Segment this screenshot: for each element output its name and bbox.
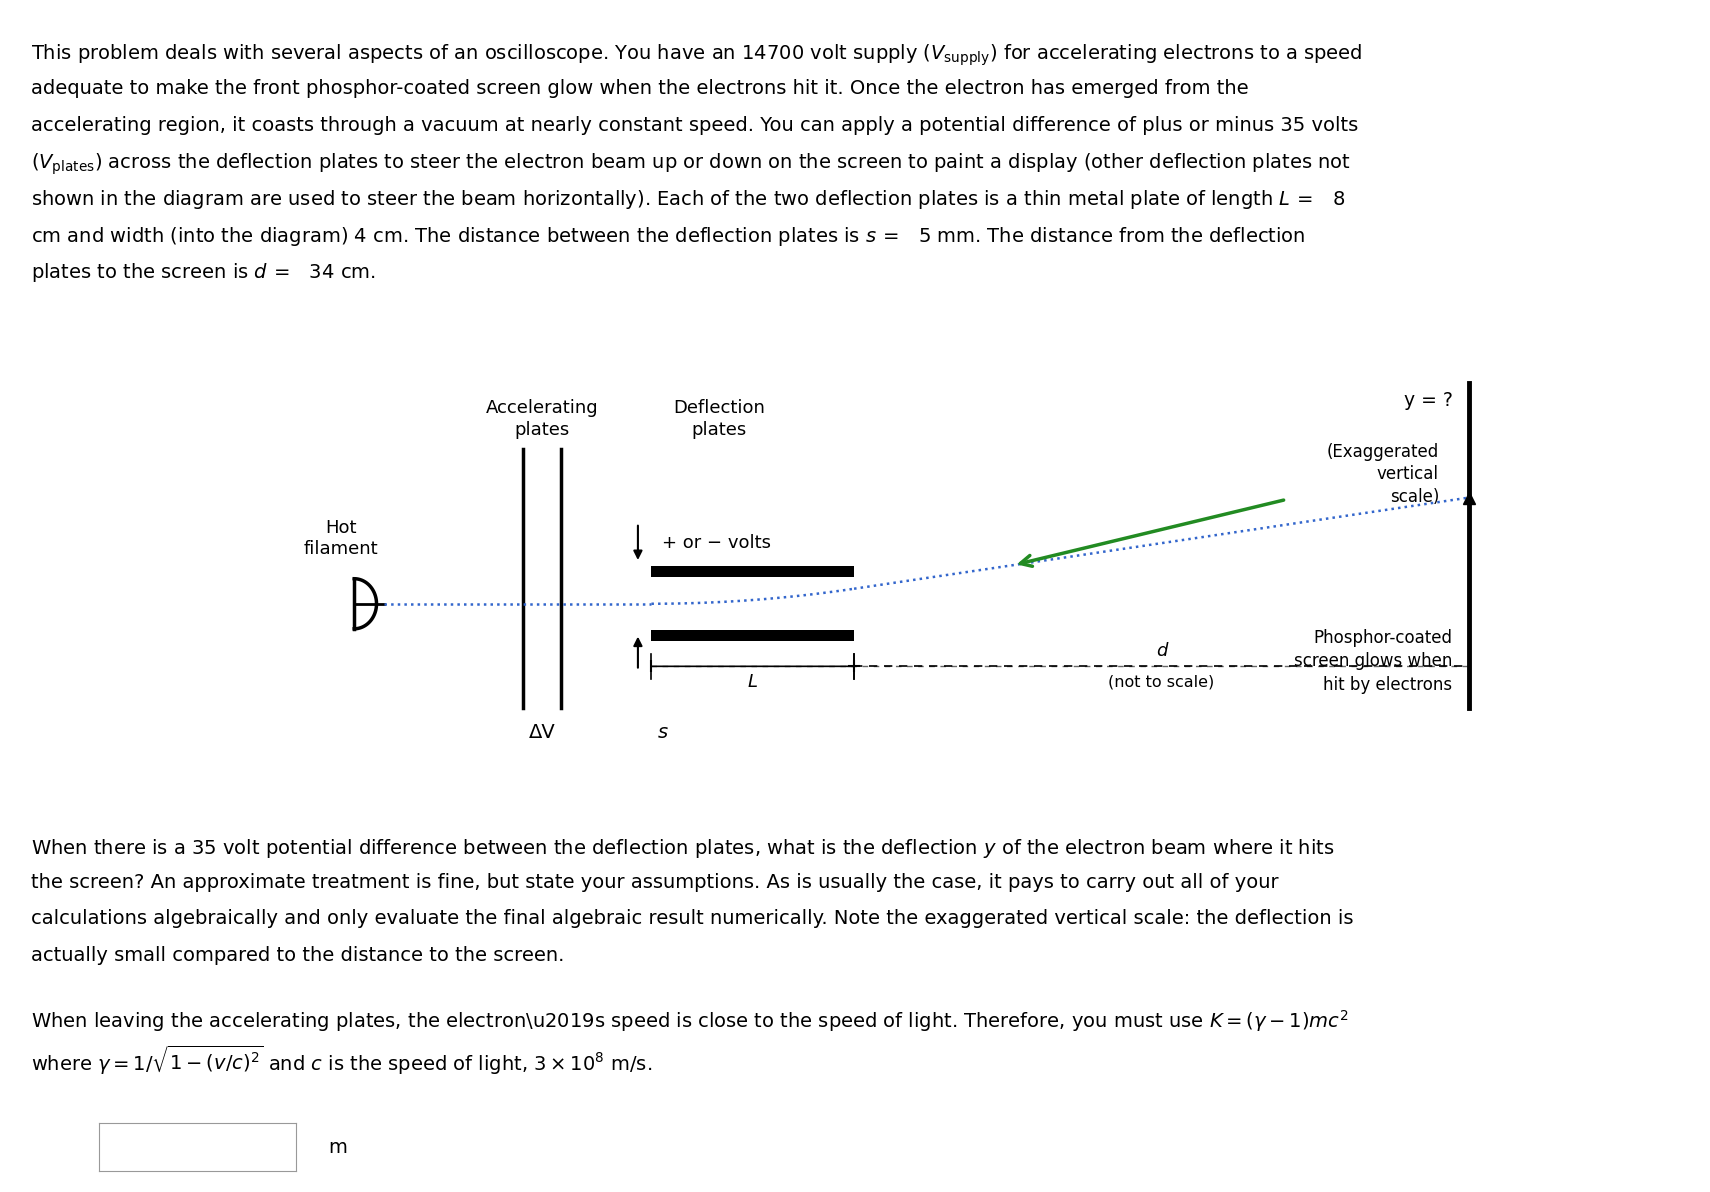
Text: calculations algebraically and only evaluate the final algebraic result numerica: calculations algebraically and only eval… [31,909,1353,929]
Text: (not to scale): (not to scale) [1108,675,1214,690]
Text: accelerating region, it coasts through a vacuum at nearly constant speed. You ca: accelerating region, it coasts through a… [31,116,1358,135]
Text: This problem deals with several aspects of an oscilloscope. You have an 14700 vo: This problem deals with several aspects … [31,43,1363,68]
Text: adequate to make the front phosphor-coated screen glow when the electrons hit it: adequate to make the front phosphor-coat… [31,79,1248,98]
Text: Deflection
plates: Deflection plates [674,399,764,440]
Text: m: m [328,1138,347,1157]
Text: + or − volts: + or − volts [662,534,771,552]
Text: s: s [658,724,669,743]
Text: cm and width (into the diagram) 4 cm. The distance between the deflection plates: cm and width (into the diagram) 4 cm. Th… [31,224,1305,248]
Text: where $\gamma = 1/\sqrt{1-(v/c)^2}$ and $c$ is the speed of light, $3 \times 10^: where $\gamma = 1/\sqrt{1-(v/c)^2}$ and … [31,1044,652,1078]
Text: y = ?: y = ? [1404,391,1452,410]
Text: d: d [1156,641,1168,659]
Text: ΔV: ΔV [528,724,556,743]
Bar [652,566,853,577]
Text: ($V_{\mathrm{plates}}$) across the deflection plates to steer the electron beam : ($V_{\mathrm{plates}}$) across the defle… [31,153,1351,178]
Text: Accelerating
plates: Accelerating plates [486,399,598,440]
Text: L: L [747,673,758,691]
Text: plates to the screen is $d\,=\,$  34 cm.: plates to the screen is $d\,=\,$ 34 cm. [31,261,376,284]
Text: the screen? An approximate treatment is fine, but state your assumptions. As is : the screen? An approximate treatment is … [31,873,1279,892]
Text: shown in the diagram are used to steer the beam horizontally). Each of the two d: shown in the diagram are used to steer t… [31,188,1346,211]
Text: Hot
filament: Hot filament [303,519,378,558]
Text: When leaving the accelerating plates, the electron\u2019s speed is close to the : When leaving the accelerating plates, th… [31,1007,1349,1033]
Text: actually small compared to the distance to the screen.: actually small compared to the distance … [31,946,564,964]
Text: Phosphor-coated
screen glows when
hit by electrons: Phosphor-coated screen glows when hit by… [1294,629,1452,694]
Bar [652,631,853,641]
Text: (Exaggerated
vertical
scale): (Exaggerated vertical scale) [1327,443,1440,505]
Text: i: i [60,1137,67,1156]
Text: When there is a 35 volt potential difference between the deflection plates, what: When there is a 35 volt potential differ… [31,837,1334,859]
